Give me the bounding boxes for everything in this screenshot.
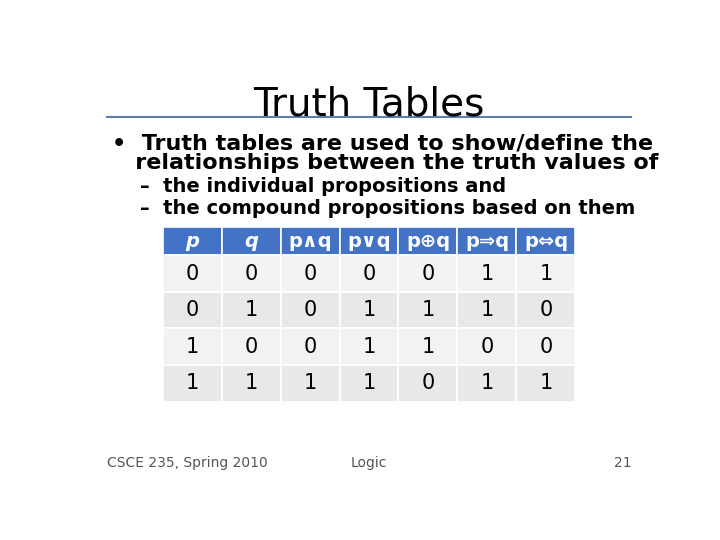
FancyBboxPatch shape — [222, 328, 281, 365]
Text: 1: 1 — [362, 337, 376, 357]
Text: 0: 0 — [244, 337, 258, 357]
Text: 0: 0 — [421, 373, 435, 393]
FancyBboxPatch shape — [281, 328, 340, 365]
FancyBboxPatch shape — [340, 365, 398, 402]
Text: 0: 0 — [421, 264, 435, 284]
FancyBboxPatch shape — [398, 255, 457, 292]
Text: Truth Tables: Truth Tables — [253, 85, 485, 124]
FancyBboxPatch shape — [457, 255, 516, 292]
FancyBboxPatch shape — [222, 255, 281, 292]
Text: –  the compound propositions based on them: – the compound propositions based on the… — [140, 199, 636, 218]
FancyBboxPatch shape — [281, 255, 340, 292]
FancyBboxPatch shape — [398, 365, 457, 402]
Text: 1: 1 — [244, 300, 258, 320]
Text: p⊕q: p⊕q — [406, 232, 450, 251]
FancyBboxPatch shape — [457, 328, 516, 365]
Text: 0: 0 — [480, 337, 494, 357]
Text: 1: 1 — [480, 300, 494, 320]
Text: 1: 1 — [421, 337, 435, 357]
FancyBboxPatch shape — [398, 292, 457, 328]
FancyBboxPatch shape — [340, 328, 398, 365]
FancyBboxPatch shape — [340, 227, 398, 255]
Text: 1: 1 — [186, 337, 199, 357]
Text: 1: 1 — [539, 373, 552, 393]
FancyBboxPatch shape — [457, 292, 516, 328]
Text: 1: 1 — [244, 373, 258, 393]
FancyBboxPatch shape — [398, 328, 457, 365]
FancyBboxPatch shape — [281, 292, 340, 328]
Text: CSCE 235, Spring 2010: CSCE 235, Spring 2010 — [107, 456, 268, 470]
FancyBboxPatch shape — [398, 227, 457, 255]
Text: Logic: Logic — [351, 456, 387, 470]
Text: 1: 1 — [303, 373, 317, 393]
FancyBboxPatch shape — [222, 227, 281, 255]
Text: 0: 0 — [186, 264, 199, 284]
FancyBboxPatch shape — [457, 227, 516, 255]
Text: 0: 0 — [303, 264, 317, 284]
Text: 0: 0 — [303, 300, 317, 320]
FancyBboxPatch shape — [163, 328, 222, 365]
FancyBboxPatch shape — [516, 292, 575, 328]
FancyBboxPatch shape — [163, 255, 222, 292]
Text: 0: 0 — [539, 337, 552, 357]
FancyBboxPatch shape — [281, 227, 340, 255]
FancyBboxPatch shape — [340, 292, 398, 328]
Text: 0: 0 — [303, 337, 317, 357]
FancyBboxPatch shape — [516, 227, 575, 255]
Text: 1: 1 — [539, 264, 552, 284]
FancyBboxPatch shape — [222, 292, 281, 328]
Text: p∧q: p∧q — [288, 232, 332, 251]
Text: 1: 1 — [480, 373, 494, 393]
Text: 1: 1 — [186, 373, 199, 393]
FancyBboxPatch shape — [340, 255, 398, 292]
FancyBboxPatch shape — [516, 328, 575, 365]
Text: p: p — [185, 232, 199, 251]
Text: 0: 0 — [186, 300, 199, 320]
Text: –  the individual propositions and: – the individual propositions and — [140, 177, 506, 196]
FancyBboxPatch shape — [281, 365, 340, 402]
Text: 1: 1 — [362, 300, 376, 320]
FancyBboxPatch shape — [516, 255, 575, 292]
Text: •  Truth tables are used to show/define the: • Truth tables are used to show/define t… — [112, 133, 654, 153]
Text: q: q — [244, 232, 258, 251]
Text: p⇒q: p⇒q — [465, 232, 509, 251]
Text: relationships between the truth values of: relationships between the truth values o… — [112, 153, 659, 173]
FancyBboxPatch shape — [163, 227, 222, 255]
Text: 0: 0 — [362, 264, 376, 284]
Text: 1: 1 — [421, 300, 435, 320]
FancyBboxPatch shape — [457, 365, 516, 402]
FancyBboxPatch shape — [222, 365, 281, 402]
FancyBboxPatch shape — [163, 292, 222, 328]
Text: 0: 0 — [244, 264, 258, 284]
Text: 21: 21 — [613, 456, 631, 470]
Text: p⇔q: p⇔q — [524, 232, 568, 251]
Text: 1: 1 — [362, 373, 376, 393]
Text: p∨q: p∨q — [347, 232, 391, 251]
Text: 0: 0 — [539, 300, 552, 320]
FancyBboxPatch shape — [516, 365, 575, 402]
Text: 1: 1 — [480, 264, 494, 284]
FancyBboxPatch shape — [163, 365, 222, 402]
